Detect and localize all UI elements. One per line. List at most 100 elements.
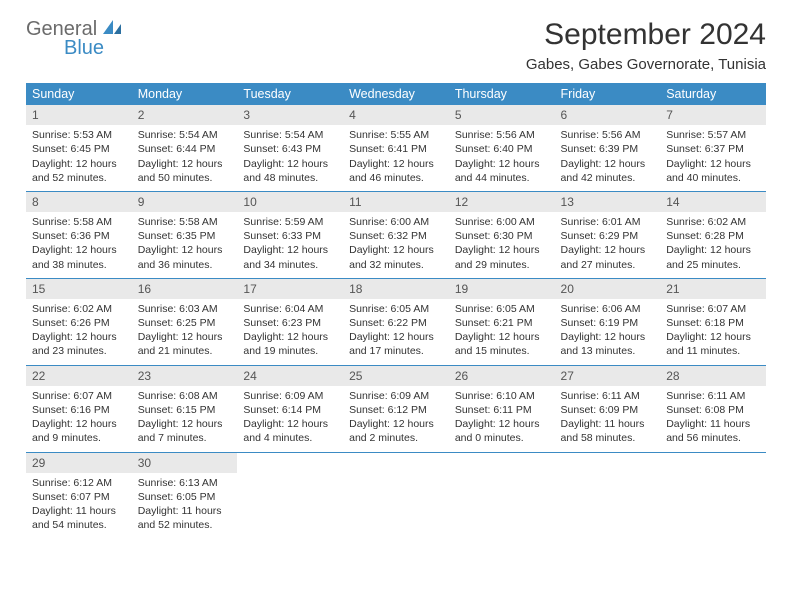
day-details: Sunrise: 6:03 AMSunset: 6:25 PMDaylight:… (132, 299, 238, 365)
daylight-line: and 40 minutes. (666, 171, 760, 185)
sunset-line: Sunset: 6:45 PM (32, 142, 126, 156)
logo-word-1: General (26, 19, 97, 39)
calendar-day-cell: 28Sunrise: 6:11 AMSunset: 6:08 PMDayligh… (660, 365, 766, 452)
daylight-line: and 44 minutes. (455, 171, 549, 185)
daylight-line: and 11 minutes. (666, 344, 760, 358)
sunrise-line: Sunrise: 5:57 AM (666, 128, 760, 142)
daylight-line: and 7 minutes. (138, 431, 232, 445)
day-details: Sunrise: 5:58 AMSunset: 6:36 PMDaylight:… (26, 212, 132, 278)
day-details: Sunrise: 6:02 AMSunset: 6:26 PMDaylight:… (26, 299, 132, 365)
calendar-day-cell: 15Sunrise: 6:02 AMSunset: 6:26 PMDayligh… (26, 278, 132, 365)
calendar-day-cell: 7Sunrise: 5:57 AMSunset: 6:37 PMDaylight… (660, 105, 766, 191)
sunset-line: Sunset: 6:25 PM (138, 316, 232, 330)
calendar-week-row: 15Sunrise: 6:02 AMSunset: 6:26 PMDayligh… (26, 278, 766, 365)
daylight-line: Daylight: 12 hours (32, 417, 126, 431)
daylight-line: Daylight: 12 hours (138, 417, 232, 431)
daylight-line: Daylight: 12 hours (349, 417, 443, 431)
sunrise-line: Sunrise: 6:10 AM (455, 389, 549, 403)
sunset-line: Sunset: 6:07 PM (32, 490, 126, 504)
daylight-line: Daylight: 12 hours (455, 330, 549, 344)
day-details: Sunrise: 6:09 AMSunset: 6:14 PMDaylight:… (237, 386, 343, 452)
calendar-day-cell: 19Sunrise: 6:05 AMSunset: 6:21 PMDayligh… (449, 278, 555, 365)
sunset-line: Sunset: 6:30 PM (455, 229, 549, 243)
calendar-day-cell: 4Sunrise: 5:55 AMSunset: 6:41 PMDaylight… (343, 105, 449, 191)
calendar-day-cell: 8Sunrise: 5:58 AMSunset: 6:36 PMDaylight… (26, 191, 132, 278)
calendar-day-cell: 24Sunrise: 6:09 AMSunset: 6:14 PMDayligh… (237, 365, 343, 452)
daylight-line: and 46 minutes. (349, 171, 443, 185)
brand-logo: General Blue (26, 18, 123, 58)
sunset-line: Sunset: 6:18 PM (666, 316, 760, 330)
sunset-line: Sunset: 6:15 PM (138, 403, 232, 417)
sunrise-line: Sunrise: 6:01 AM (561, 215, 655, 229)
day-details: Sunrise: 5:55 AMSunset: 6:41 PMDaylight:… (343, 125, 449, 191)
calendar-week-row: 1Sunrise: 5:53 AMSunset: 6:45 PMDaylight… (26, 105, 766, 191)
day-details: Sunrise: 5:58 AMSunset: 6:35 PMDaylight:… (132, 212, 238, 278)
day-number: 16 (132, 279, 238, 299)
sunset-line: Sunset: 6:19 PM (561, 316, 655, 330)
daylight-line: and 29 minutes. (455, 258, 549, 272)
sunrise-line: Sunrise: 6:11 AM (666, 389, 760, 403)
sunset-line: Sunset: 6:32 PM (349, 229, 443, 243)
sunset-line: Sunset: 6:36 PM (32, 229, 126, 243)
daylight-line: and 17 minutes. (349, 344, 443, 358)
calendar-day-cell: 30Sunrise: 6:13 AMSunset: 6:05 PMDayligh… (132, 452, 238, 538)
calendar-table: Sunday Monday Tuesday Wednesday Thursday… (26, 83, 766, 538)
day-details: Sunrise: 6:07 AMSunset: 6:18 PMDaylight:… (660, 299, 766, 365)
calendar-day-cell: 2Sunrise: 5:54 AMSunset: 6:44 PMDaylight… (132, 105, 238, 191)
day-number: 2 (132, 105, 238, 125)
sunrise-line: Sunrise: 6:08 AM (138, 389, 232, 403)
daylight-line: and 42 minutes. (561, 171, 655, 185)
sunrise-line: Sunrise: 5:54 AM (138, 128, 232, 142)
daylight-line: and 9 minutes. (32, 431, 126, 445)
day-number: 22 (26, 366, 132, 386)
calendar-day-cell: 23Sunrise: 6:08 AMSunset: 6:15 PMDayligh… (132, 365, 238, 452)
sunrise-line: Sunrise: 6:12 AM (32, 476, 126, 490)
day-number: 9 (132, 192, 238, 212)
daylight-line: and 52 minutes. (138, 518, 232, 532)
day-number: 3 (237, 105, 343, 125)
sunset-line: Sunset: 6:44 PM (138, 142, 232, 156)
weekday-header: Wednesday (343, 83, 449, 105)
sunset-line: Sunset: 6:43 PM (243, 142, 337, 156)
daylight-line: Daylight: 11 hours (138, 504, 232, 518)
day-number: 1 (26, 105, 132, 125)
daylight-line: and 19 minutes. (243, 344, 337, 358)
daylight-line: Daylight: 12 hours (32, 157, 126, 171)
sunset-line: Sunset: 6:05 PM (138, 490, 232, 504)
daylight-line: Daylight: 12 hours (455, 243, 549, 257)
day-details: Sunrise: 5:53 AMSunset: 6:45 PMDaylight:… (26, 125, 132, 191)
sunrise-line: Sunrise: 6:07 AM (666, 302, 760, 316)
calendar-day-cell: 10Sunrise: 5:59 AMSunset: 6:33 PMDayligh… (237, 191, 343, 278)
sunset-line: Sunset: 6:21 PM (455, 316, 549, 330)
daylight-line: Daylight: 11 hours (561, 417, 655, 431)
calendar-day-cell: 6Sunrise: 5:56 AMSunset: 6:39 PMDaylight… (555, 105, 661, 191)
sunset-line: Sunset: 6:28 PM (666, 229, 760, 243)
daylight-line: and 48 minutes. (243, 171, 337, 185)
sunset-line: Sunset: 6:22 PM (349, 316, 443, 330)
calendar-empty-cell (660, 452, 766, 538)
daylight-line: Daylight: 12 hours (349, 157, 443, 171)
daylight-line: and 32 minutes. (349, 258, 443, 272)
calendar-week-row: 29Sunrise: 6:12 AMSunset: 6:07 PMDayligh… (26, 452, 766, 538)
calendar-day-cell: 1Sunrise: 5:53 AMSunset: 6:45 PMDaylight… (26, 105, 132, 191)
day-number: 26 (449, 366, 555, 386)
day-number: 27 (555, 366, 661, 386)
daylight-line: and 4 minutes. (243, 431, 337, 445)
sunset-line: Sunset: 6:41 PM (349, 142, 443, 156)
calendar-week-row: 8Sunrise: 5:58 AMSunset: 6:36 PMDaylight… (26, 191, 766, 278)
calendar-day-cell: 16Sunrise: 6:03 AMSunset: 6:25 PMDayligh… (132, 278, 238, 365)
daylight-line: Daylight: 12 hours (243, 157, 337, 171)
weekday-header-row: Sunday Monday Tuesday Wednesday Thursday… (26, 83, 766, 105)
day-details: Sunrise: 6:12 AMSunset: 6:07 PMDaylight:… (26, 473, 132, 539)
sunrise-line: Sunrise: 6:07 AM (32, 389, 126, 403)
daylight-line: Daylight: 11 hours (32, 504, 126, 518)
calendar-day-cell: 27Sunrise: 6:11 AMSunset: 6:09 PMDayligh… (555, 365, 661, 452)
calendar-day-cell: 5Sunrise: 5:56 AMSunset: 6:40 PMDaylight… (449, 105, 555, 191)
sunset-line: Sunset: 6:33 PM (243, 229, 337, 243)
calendar-day-cell: 11Sunrise: 6:00 AMSunset: 6:32 PMDayligh… (343, 191, 449, 278)
daylight-line: Daylight: 12 hours (455, 417, 549, 431)
sunset-line: Sunset: 6:35 PM (138, 229, 232, 243)
sunrise-line: Sunrise: 6:02 AM (32, 302, 126, 316)
day-number: 21 (660, 279, 766, 299)
sunrise-line: Sunrise: 5:56 AM (561, 128, 655, 142)
